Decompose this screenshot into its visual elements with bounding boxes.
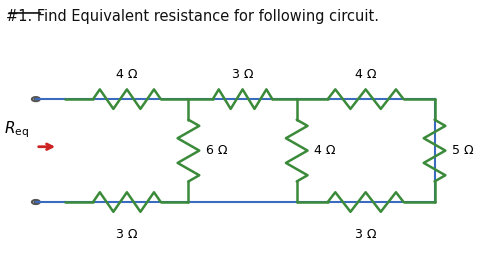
Text: 4 Ω: 4 Ω (314, 144, 336, 157)
Text: 3 Ω: 3 Ω (116, 228, 138, 241)
Text: #1. Find Equivalent resistance for following circuit.: #1. Find Equivalent resistance for follo… (6, 9, 379, 24)
Text: $R_{\mathrm{eq}}$: $R_{\mathrm{eq}}$ (4, 120, 29, 140)
Text: 3 Ω: 3 Ω (355, 228, 376, 241)
Text: 3 Ω: 3 Ω (232, 68, 253, 81)
Circle shape (34, 98, 38, 100)
Circle shape (34, 201, 38, 203)
Text: 6 Ω: 6 Ω (205, 144, 227, 157)
Text: 4 Ω: 4 Ω (116, 68, 138, 81)
Text: 4 Ω: 4 Ω (355, 68, 376, 81)
Text: 5 Ω: 5 Ω (452, 144, 473, 157)
